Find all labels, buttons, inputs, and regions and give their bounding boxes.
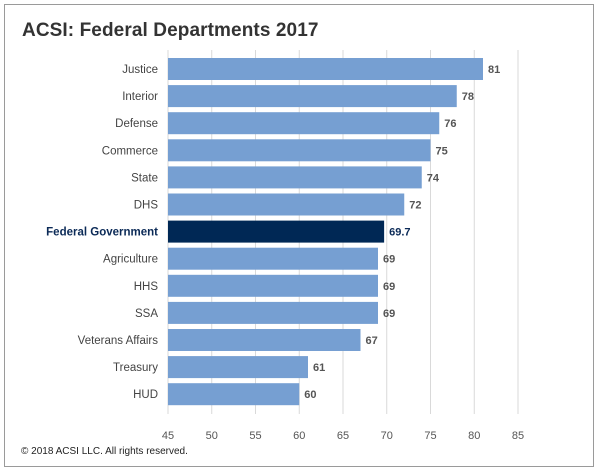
bar bbox=[168, 247, 378, 270]
bar bbox=[168, 356, 308, 379]
value-label: 72 bbox=[409, 200, 421, 212]
x-tick-label: 70 bbox=[381, 430, 393, 442]
category-label: Defense bbox=[115, 118, 158, 130]
value-labels: 81 78 76 75 74 72 69.7 69 69 69 67 61 60 bbox=[304, 64, 500, 401]
x-tick-label: 80 bbox=[468, 430, 480, 442]
bar bbox=[168, 139, 431, 162]
bar bbox=[168, 301, 378, 324]
bars bbox=[168, 58, 483, 406]
category-label: Treasury bbox=[113, 362, 158, 374]
bar bbox=[168, 85, 457, 108]
category-label: Veterans Affairs bbox=[78, 335, 159, 347]
value-label: 78 bbox=[462, 91, 474, 103]
category-labels: Justice Interior Defense Commerce State DHS Fe… bbox=[46, 64, 158, 401]
x-tick-label: 45 bbox=[162, 430, 174, 442]
copyright-footer: © 2018 ACSI LLC. All rights reserved. bbox=[21, 446, 188, 457]
value-label: 81 bbox=[488, 64, 500, 76]
category-label: DHS bbox=[134, 200, 159, 212]
bar bbox=[168, 274, 378, 297]
bar bbox=[168, 329, 361, 351]
value-label: 69 bbox=[383, 281, 395, 293]
x-tick-label: 75 bbox=[424, 430, 436, 442]
category-label: HUD bbox=[133, 389, 158, 401]
x-tick-label: 65 bbox=[337, 430, 349, 442]
value-label: 69 bbox=[383, 308, 395, 320]
category-label: SSA bbox=[135, 308, 158, 320]
category-label: Agriculture bbox=[103, 254, 158, 266]
category-label: HHS bbox=[134, 281, 159, 293]
x-tick-label: 85 bbox=[512, 430, 524, 442]
value-label: 69 bbox=[383, 254, 395, 266]
category-label: Commerce bbox=[102, 145, 158, 157]
value-label: 61 bbox=[313, 362, 325, 374]
value-label: 67 bbox=[366, 335, 378, 347]
value-label: 75 bbox=[436, 145, 448, 157]
x-tick-label: 60 bbox=[293, 430, 305, 442]
x-tick-label: 55 bbox=[249, 430, 261, 442]
bar bbox=[168, 166, 422, 189]
bar bbox=[168, 112, 440, 135]
bar bbox=[168, 383, 300, 406]
value-label: 69.7 bbox=[389, 227, 410, 239]
bar bbox=[168, 220, 385, 243]
bar bbox=[168, 193, 405, 216]
x-tick-label: 50 bbox=[206, 430, 218, 442]
value-label: 60 bbox=[304, 389, 316, 401]
x-axis-ticks: 45 50 55 60 65 70 75 80 85 bbox=[162, 430, 524, 442]
category-label: State bbox=[131, 172, 158, 184]
category-label: Federal Government bbox=[46, 227, 158, 239]
chart-title: ACSI: Federal Departments 2017 bbox=[22, 20, 319, 41]
value-label: 76 bbox=[444, 118, 456, 130]
bar bbox=[168, 58, 483, 80]
value-label: 74 bbox=[427, 172, 440, 184]
category-label: Justice bbox=[122, 64, 158, 76]
category-label: Interior bbox=[122, 91, 158, 103]
